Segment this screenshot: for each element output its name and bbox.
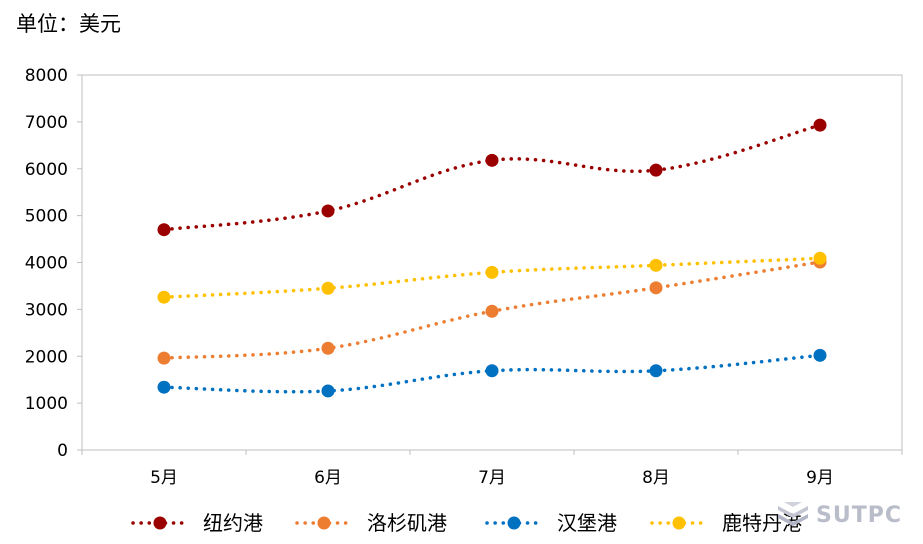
data-point (157, 380, 171, 394)
x-tick-label: 6月 (314, 468, 342, 488)
data-point (321, 384, 335, 398)
series-line (162, 123, 822, 232)
data-point (485, 304, 499, 318)
watermark-text: SUTPC (816, 502, 902, 528)
legend-marker (507, 516, 521, 530)
chart-axes (81, 74, 903, 451)
x-tick-label: 5月 (150, 468, 178, 488)
legend: 纽约港 洛杉矶港 汉堡港 鹿特丹港 (131, 511, 802, 535)
y-tick-label: 7000 (25, 113, 68, 133)
unit-label: 单位：美元 (16, 12, 121, 36)
x-tick-label: 7月 (478, 468, 506, 488)
y-axis-ticks: 0 1000 2000 3000 4000 5000 6000 7000 8000 (25, 66, 82, 461)
data-point (157, 290, 171, 304)
legend-item: 洛杉矶港 (295, 511, 447, 535)
series-1 (157, 118, 827, 237)
data-point (321, 204, 335, 218)
data-point (813, 348, 827, 362)
data-point (321, 281, 335, 295)
legend-label: 洛杉矶港 (367, 511, 447, 535)
series-line (162, 256, 822, 299)
data-point (157, 351, 171, 365)
data-point (649, 364, 663, 378)
data-point (485, 153, 499, 167)
data-point (157, 223, 171, 237)
y-tick-label: 4000 (25, 254, 68, 274)
data-point (649, 258, 663, 272)
y-tick-label: 5000 (25, 207, 68, 227)
watermark: SUTPC (776, 500, 902, 530)
legend-marker (672, 516, 686, 530)
series-layer (157, 118, 827, 398)
legend-marker (153, 516, 167, 530)
x-axis-ticks: 5月 6月 7月 8月 9月 (81, 450, 903, 488)
data-point (321, 341, 335, 355)
data-point (485, 364, 499, 378)
legend-label: 汉堡港 (557, 511, 617, 535)
legend-item: 纽约港 (131, 511, 263, 535)
y-tick-label: 1000 (25, 394, 68, 414)
x-tick-label: 8月 (642, 468, 670, 488)
y-tick-label: 3000 (25, 300, 68, 320)
data-point (649, 163, 663, 177)
data-point (649, 281, 663, 295)
series-line (162, 353, 822, 394)
legend-item: 汉堡港 (485, 511, 617, 535)
plot-frame (81, 74, 903, 451)
series-4 (157, 251, 827, 304)
series-3 (157, 348, 827, 398)
y-tick-label: 8000 (25, 66, 68, 86)
legend-label: 纽约港 (203, 511, 263, 535)
y-tick-label: 6000 (25, 160, 68, 180)
y-tick-label: 2000 (25, 347, 68, 367)
data-point (485, 265, 499, 279)
legend-marker (317, 516, 331, 530)
data-point (813, 251, 827, 265)
y-tick-label: 0 (57, 441, 68, 461)
x-tick-label: 9月 (806, 468, 834, 488)
data-point (813, 118, 827, 132)
sutpc-logo-icon (778, 502, 808, 526)
